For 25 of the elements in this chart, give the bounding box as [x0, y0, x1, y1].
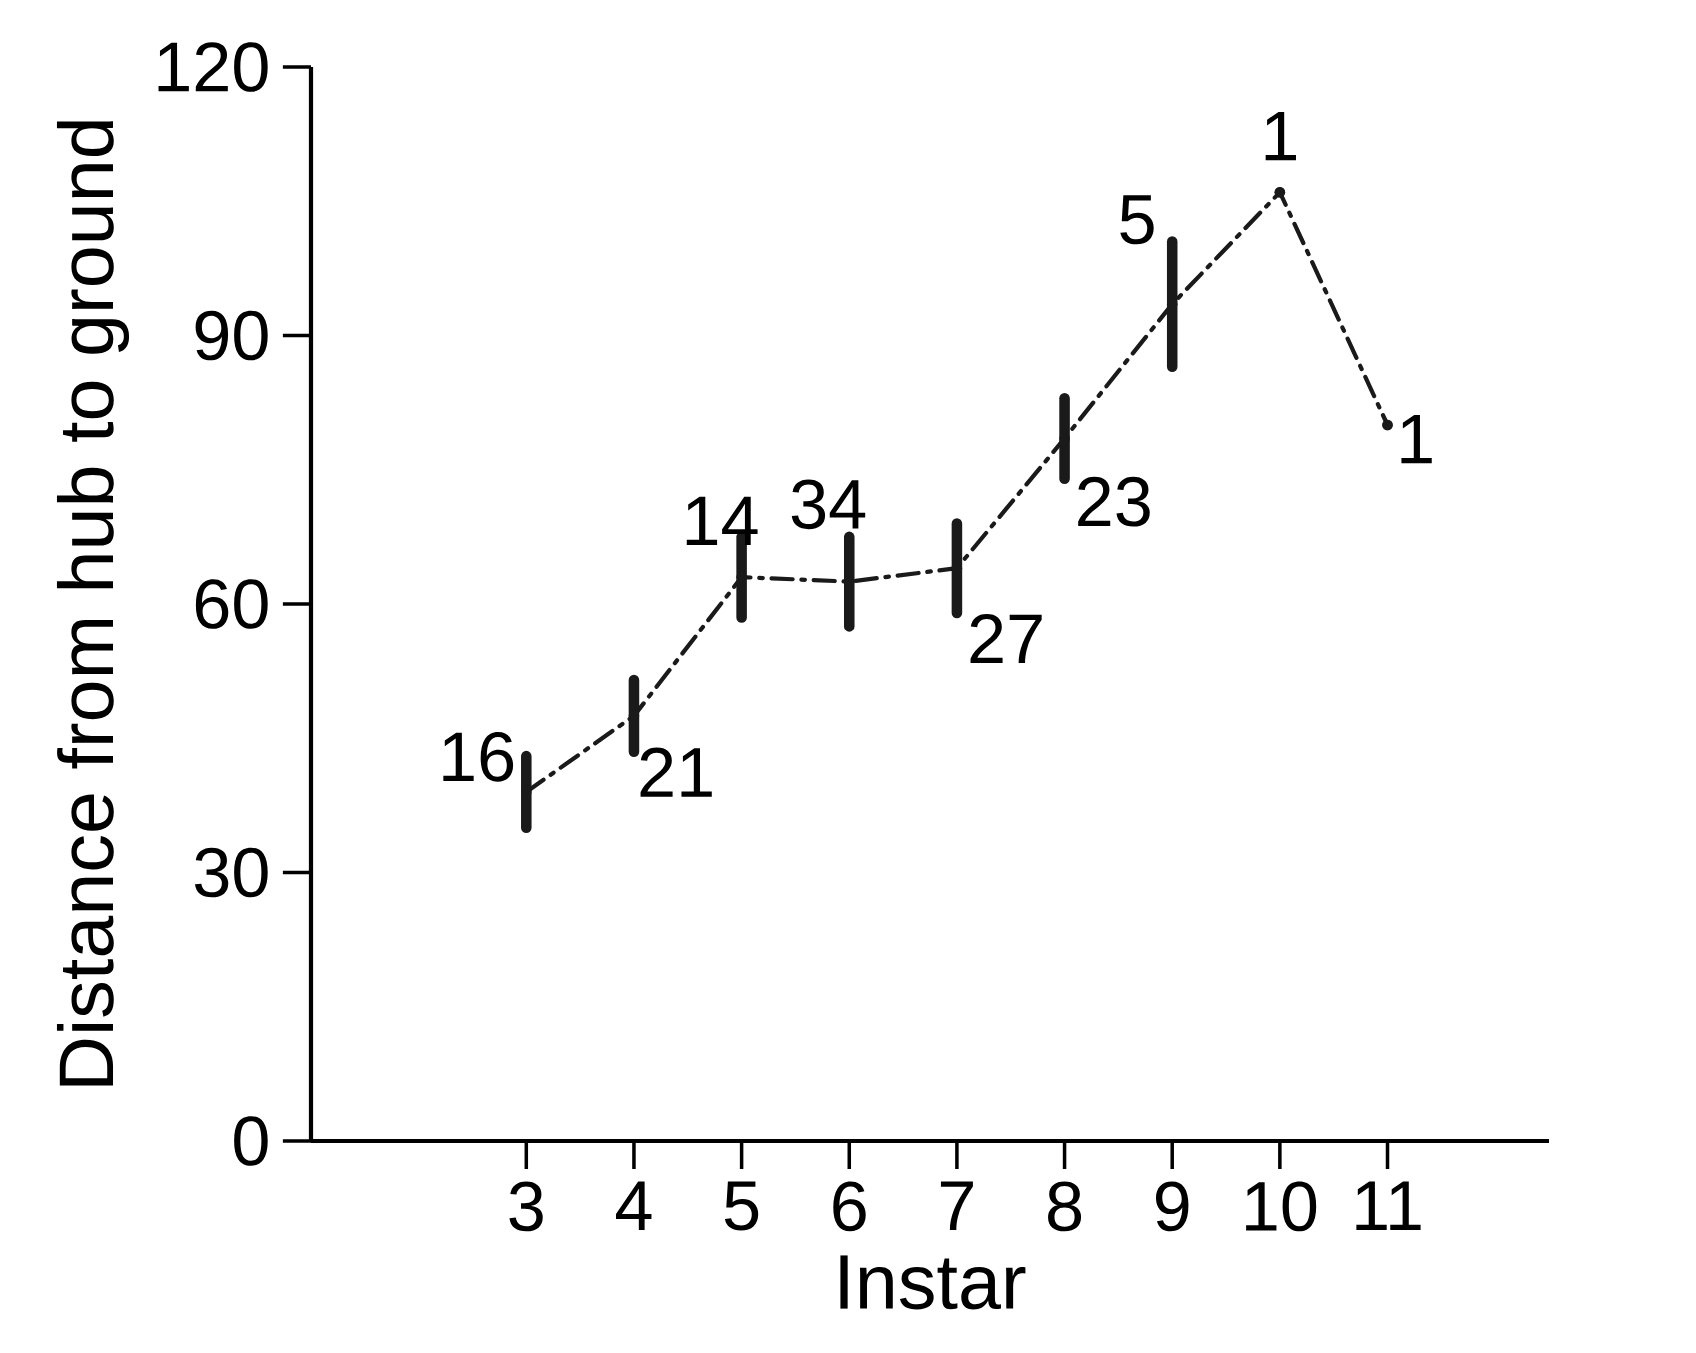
- x-tick-label: 11: [1356, 1181, 1421, 1230]
- y-axis-title: Distance from hub to ground: [56, 121, 130, 1086]
- annotation: 23: [1078, 476, 1150, 527]
- y-tick-label: 90: [195, 310, 268, 361]
- annotation: 16: [443, 731, 514, 782]
- x-axis-title: Instar: [840, 1255, 1026, 1310]
- x-tick-label: 6: [833, 1181, 866, 1232]
- y-tick-label: 30: [194, 847, 268, 898]
- annotation: 5: [1120, 195, 1154, 245]
- x-tick-label: 3: [509, 1181, 543, 1232]
- y-tick-label: 120: [158, 42, 268, 92]
- x-tick-label: 10: [1246, 1181, 1317, 1232]
- annotation: 1: [1265, 111, 1296, 161]
- annotation: 34: [791, 479, 866, 530]
- x-tick-label: 8: [1048, 1181, 1082, 1232]
- x-tick-label: 4: [616, 1181, 652, 1230]
- x-tick-label: 7: [940, 1181, 973, 1230]
- annotation: 14: [686, 496, 758, 546]
- annotation: 21: [640, 747, 712, 797]
- annotation: 27: [970, 613, 1042, 664]
- annotation: 1: [1401, 414, 1432, 464]
- y-tick-label: 0: [234, 1116, 268, 1166]
- x-tick-label: 9: [1155, 1181, 1189, 1232]
- x-tick-label: 5: [724, 1181, 759, 1231]
- y-tick-label: 60: [195, 579, 268, 629]
